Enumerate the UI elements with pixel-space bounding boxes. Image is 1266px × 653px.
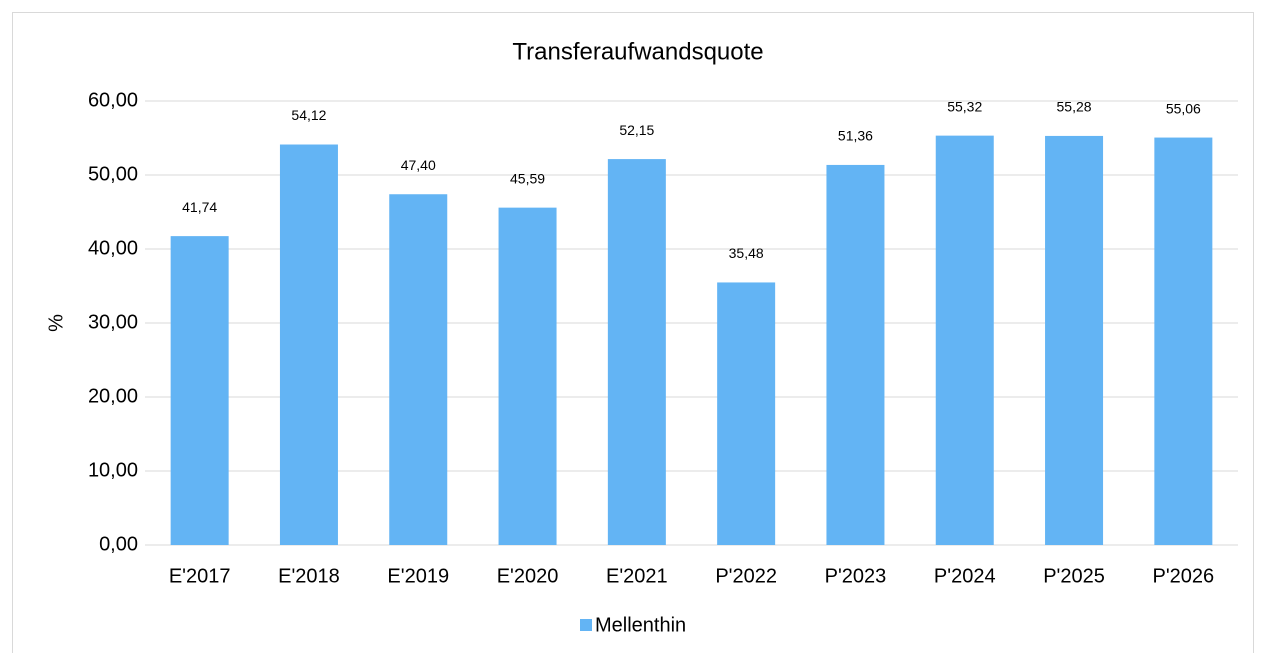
data-label: 47,40 — [401, 157, 436, 173]
bar — [498, 207, 557, 545]
data-label: 35,48 — [729, 245, 764, 261]
bar — [1045, 135, 1104, 546]
x-tick-label: P'2024 — [934, 565, 996, 587]
x-tick-label: E'2020 — [497, 565, 559, 587]
x-tick-label: E'2021 — [606, 565, 668, 587]
y-tick-label: 20,00 — [88, 385, 138, 407]
data-label: 55,28 — [1057, 99, 1092, 115]
y-tick-label: 60,00 — [88, 89, 138, 111]
data-label: 45,59 — [510, 170, 545, 186]
x-tick-label: E'2017 — [169, 565, 231, 587]
data-label: 52,15 — [619, 122, 654, 138]
bar — [935, 135, 994, 545]
bar — [826, 164, 885, 545]
x-tick-label: E'2018 — [278, 565, 340, 587]
x-tick-label: P'2023 — [825, 565, 887, 587]
y-tick-label: 30,00 — [88, 311, 138, 333]
data-label: 41,74 — [182, 199, 217, 215]
bar — [279, 144, 338, 545]
data-label: 55,32 — [947, 98, 982, 114]
y-axis-label: % — [45, 314, 67, 332]
x-tick-label: E'2019 — [387, 565, 449, 587]
bar — [170, 236, 229, 545]
data-label: 55,06 — [1166, 100, 1201, 116]
y-tick-label: 40,00 — [88, 237, 138, 259]
x-tick-label: P'2022 — [715, 565, 777, 587]
y-tick-label: 50,00 — [88, 163, 138, 185]
chart-title: Transferaufwandsquote — [512, 38, 763, 65]
bar — [389, 194, 448, 546]
bar — [607, 159, 666, 545]
data-label: 54,12 — [291, 107, 326, 123]
legend-swatch — [580, 619, 592, 631]
data-label: 51,36 — [838, 128, 873, 144]
x-tick-label: P'2025 — [1043, 565, 1105, 587]
y-tick-label: 0,00 — [99, 533, 138, 555]
bar — [717, 282, 776, 545]
legend-label: Mellenthin — [595, 614, 686, 636]
y-tick-label: 10,00 — [88, 459, 138, 481]
x-tick-label: P'2026 — [1153, 565, 1215, 587]
bar — [1154, 137, 1213, 545]
